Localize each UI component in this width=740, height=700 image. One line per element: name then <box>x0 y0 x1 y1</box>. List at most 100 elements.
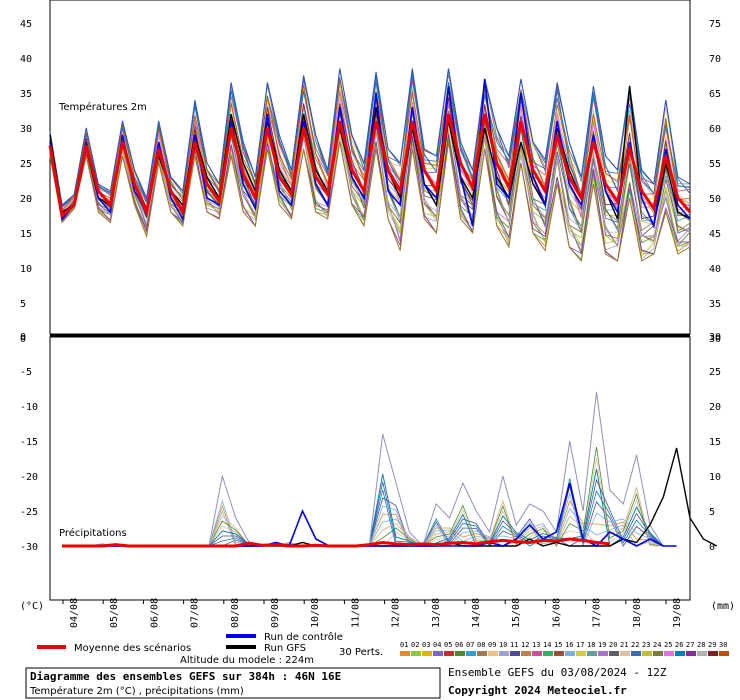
precip-pert-max-line <box>62 391 664 547</box>
temp-ytick-left: 35 <box>20 89 32 100</box>
legend-pert-swatch <box>664 651 674 656</box>
temp-pert-max-line <box>49 68 691 206</box>
footer-title: Diagramme des ensembles GEFS sur 384h : … <box>30 670 341 683</box>
legend-pert-number: 24 <box>653 641 661 649</box>
xtick-label: 11/08 <box>350 598 361 628</box>
legend-altitude: Altitude du modele : 224m <box>180 655 314 666</box>
precip-ytick-right: 0 <box>709 542 715 553</box>
legend-pert-number: 22 <box>631 641 639 649</box>
legend-pert-swatch <box>609 651 619 656</box>
temp-ytick-right: 65 <box>709 89 721 100</box>
precip-ytick-left: -20 <box>20 472 38 483</box>
temp-ytick-right: 75 <box>709 19 721 30</box>
xtick-label: 04/08 <box>69 598 80 628</box>
left-unit-label: (°C) <box>20 601 44 612</box>
precip-ytick-right: 30 <box>709 332 721 343</box>
xtick-label: 06/08 <box>149 598 160 628</box>
legend-pert-number: 17 <box>576 641 584 649</box>
legend-pert-number: 16 <box>565 641 573 649</box>
legend-pert-number: 01 <box>400 641 408 649</box>
legend-pert-number: 11 <box>510 641 518 649</box>
precip-gfs-line <box>62 447 718 547</box>
temp-ytick-right: 40 <box>709 264 721 275</box>
xtick-label: 17/08 <box>592 598 603 628</box>
xtick-label: 07/08 <box>190 598 201 628</box>
precip-ytick-left: 0 <box>20 332 26 343</box>
legend-pert-swatch <box>653 651 663 656</box>
temp-ytick-right: 30 <box>709 334 721 345</box>
legend-pert-number: 05 <box>444 641 452 649</box>
temp-pert-min-line <box>49 141 691 263</box>
footer-subtitle: Température 2m (°C) , précipitations (mm… <box>29 685 244 697</box>
temp-ytick-right: 60 <box>709 124 721 135</box>
legend-pert-number: 09 <box>488 641 496 649</box>
precipitation-series-layer <box>62 391 718 548</box>
xtick-label: 10/08 <box>310 598 321 628</box>
temp-ytick-left: 5 <box>20 299 26 310</box>
legend-pert-swatch <box>620 651 630 656</box>
legend-pert-number: 04 <box>433 641 441 649</box>
legend-pert-number: 13 <box>532 641 540 649</box>
temp-ytick-right: 45 <box>709 229 721 240</box>
legend-pert-swatch <box>488 651 498 656</box>
legend-pert-swatch <box>719 651 729 656</box>
precip-ytick-right: 5 <box>709 507 715 518</box>
legend-pert-number: 26 <box>675 641 683 649</box>
temp-ytick-left: 20 <box>20 194 32 205</box>
legend-pert-number: 07 <box>466 641 474 649</box>
temp-ytick-left: 10 <box>20 264 32 275</box>
legend-perturbation-swatches: 01 02 03 04 05 06 07 08 09 10 11 12 13 14 15 16 17 18 19 20… <box>400 641 729 656</box>
temp-ytick-left: 30 <box>20 124 32 135</box>
legend-pert-swatch <box>576 651 586 656</box>
temp-member-line <box>49 75 691 207</box>
legend-pert-swatch <box>422 651 432 656</box>
precip-ytick-right: 20 <box>709 402 721 413</box>
legend-pert-number: 29 <box>708 641 716 649</box>
legend-pert-number: 20 <box>609 641 617 649</box>
legend-pert-number: 06 <box>455 641 463 649</box>
xtick-label: 08/08 <box>230 598 241 628</box>
precip-ytick-right: 25 <box>709 367 721 378</box>
legend-pert-number: 12 <box>521 641 529 649</box>
legend-pert-swatch <box>455 651 465 656</box>
legend-pert-number: 15 <box>554 641 562 649</box>
legend-pert-swatch <box>510 651 520 656</box>
legend-pert-swatch <box>521 651 531 656</box>
legend-pert-number: 25 <box>664 641 672 649</box>
temperature-series-layer <box>48 68 692 263</box>
temp-ytick-right: 70 <box>709 54 721 65</box>
legend-pert-swatch <box>708 651 718 656</box>
legend-pert-swatch <box>499 651 509 656</box>
legend-pert-swatch <box>411 651 421 656</box>
precip-ytick-left: -15 <box>20 437 38 448</box>
legend-pert-swatch <box>642 651 652 656</box>
precip-ytick-right: 10 <box>709 472 721 483</box>
legend-pert-swatch <box>444 651 454 656</box>
legend-pert-number: 14 <box>543 641 551 649</box>
temp-mean-line <box>48 113 692 219</box>
legend-pert-swatch <box>477 651 487 656</box>
legend-pert-swatch <box>433 651 443 656</box>
legend-mean-label: Moyenne des scénarios <box>74 642 191 654</box>
precipitation-panel-title: Précipitations <box>59 527 127 539</box>
legend-pert-number: 27 <box>686 641 694 649</box>
temp-ytick-left: 0 <box>20 334 26 345</box>
temp-ytick-left: 40 <box>20 54 32 65</box>
legend-pert-swatch <box>565 651 575 656</box>
xtick-label: 09/08 <box>270 598 281 628</box>
legend-pert-swatch <box>675 651 685 656</box>
legend: Moyenne des scénarios Run de contrôle Ru… <box>37 631 729 666</box>
temperature-panel-title: Températures 2m <box>58 101 147 113</box>
legend-pert-number: 30 <box>719 641 727 649</box>
legend-pert-number: 03 <box>422 641 430 649</box>
xtick-label: 05/08 <box>109 598 120 628</box>
temp-ytick-right: 35 <box>709 299 721 310</box>
footer-title-box <box>25 667 441 699</box>
precip-ytick-left: -10 <box>20 402 38 413</box>
legend-pert-swatch <box>587 651 597 656</box>
legend-pert-number: 21 <box>620 641 628 649</box>
legend-pert-swatch <box>543 651 553 656</box>
xtick-label: 18/08 <box>632 598 643 628</box>
